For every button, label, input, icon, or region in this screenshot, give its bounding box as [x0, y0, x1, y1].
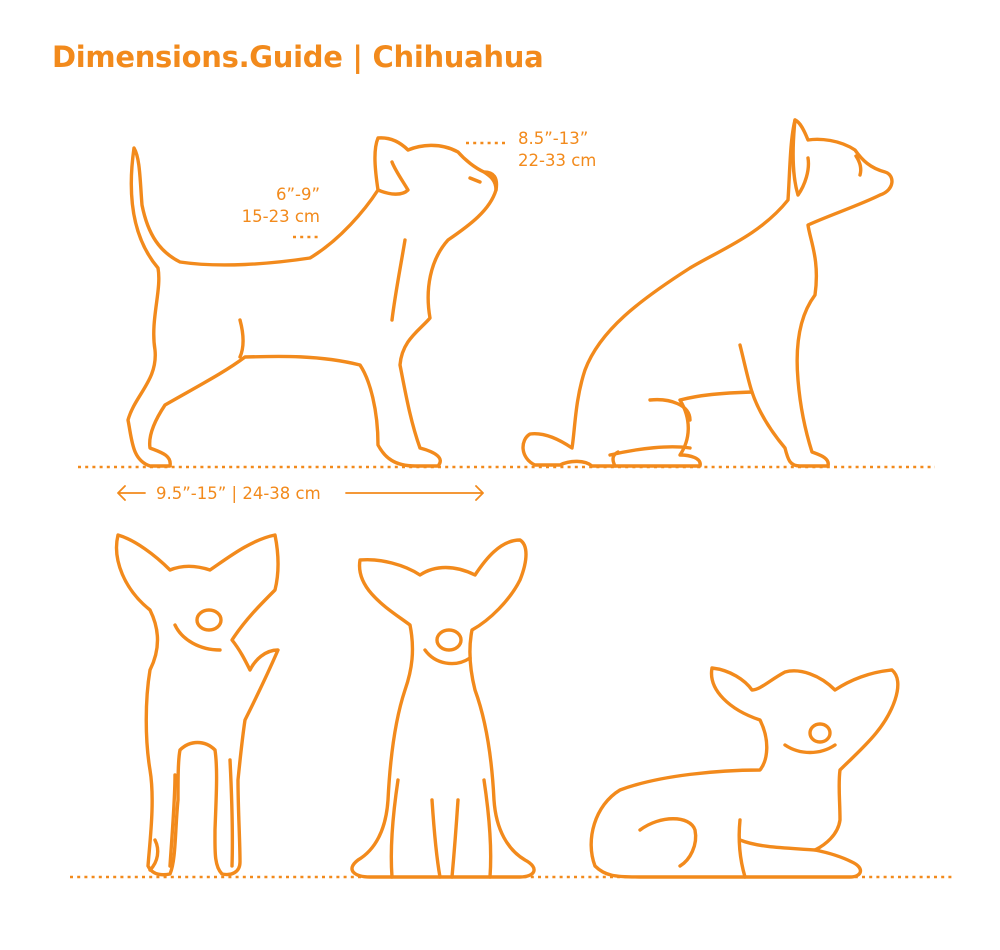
dog-standing-side — [126, 136, 499, 468]
head-height-imperial: 8.5”-13” — [518, 129, 589, 148]
dog-lying-down — [589, 666, 900, 879]
dog-sitting-front — [350, 538, 536, 879]
dog-standing-front — [114, 533, 280, 877]
length-label: 9.5”-15” | 24-38 cm — [156, 484, 321, 503]
head-height-metric: 22-33 cm — [518, 151, 597, 170]
dog-sitting-side — [521, 118, 894, 468]
back-height-metric: 15-23 cm — [241, 207, 320, 226]
back-height-imperial: 6”-9” — [275, 185, 320, 204]
page-title: Dimensions.Guide | Chihuahua — [52, 40, 544, 74]
length-arrow-right-icon — [345, 485, 484, 501]
length-arrow-left-icon — [117, 485, 146, 501]
